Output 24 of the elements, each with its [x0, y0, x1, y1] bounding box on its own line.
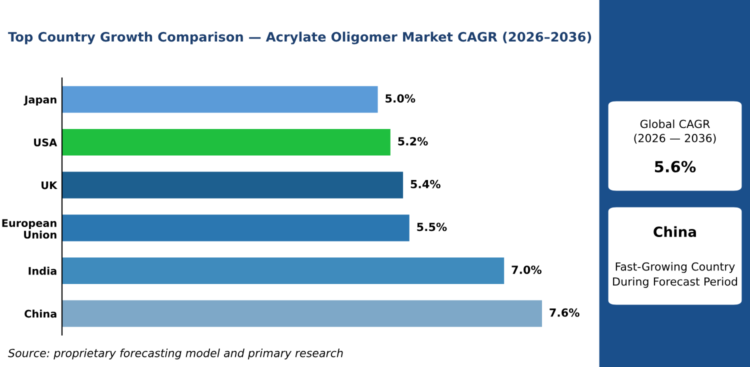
chart-title: Top Country Growth Comparison — Acrylate Oligomer Market CAGR (2026–2036)	[8, 32, 592, 44]
text: Fast-Growing Country During Forecast Period	[613, 262, 738, 288]
data-label: 5.0%	[386, 94, 416, 103]
bar	[62, 300, 542, 327]
bar	[62, 86, 378, 113]
text: Global CAGR (2026 — 2036)	[634, 120, 716, 144]
bar	[62, 214, 410, 242]
y-tick-label: China	[24, 310, 56, 318]
text: 5.6%	[654, 160, 696, 172]
y-tick-label: UK	[42, 181, 58, 190]
bar	[62, 128, 390, 156]
data-label: 7.6%	[550, 308, 580, 317]
data-label: 5.5%	[417, 222, 447, 232]
bar	[62, 172, 404, 198]
y-tick-label: European Union	[2, 219, 56, 239]
text: China	[654, 226, 696, 238]
data-label: 5.4%	[410, 180, 440, 188]
y-tick-label: Japan	[24, 96, 56, 106]
y-tick-label: USA	[34, 138, 58, 146]
bar	[62, 257, 504, 284]
data-label: 5.2%	[398, 137, 428, 146]
y-tick-label: India	[28, 266, 56, 275]
source-note: Source: proprietary forecasting model and primary research	[8, 348, 343, 360]
data-label: 7.0%	[512, 266, 542, 274]
